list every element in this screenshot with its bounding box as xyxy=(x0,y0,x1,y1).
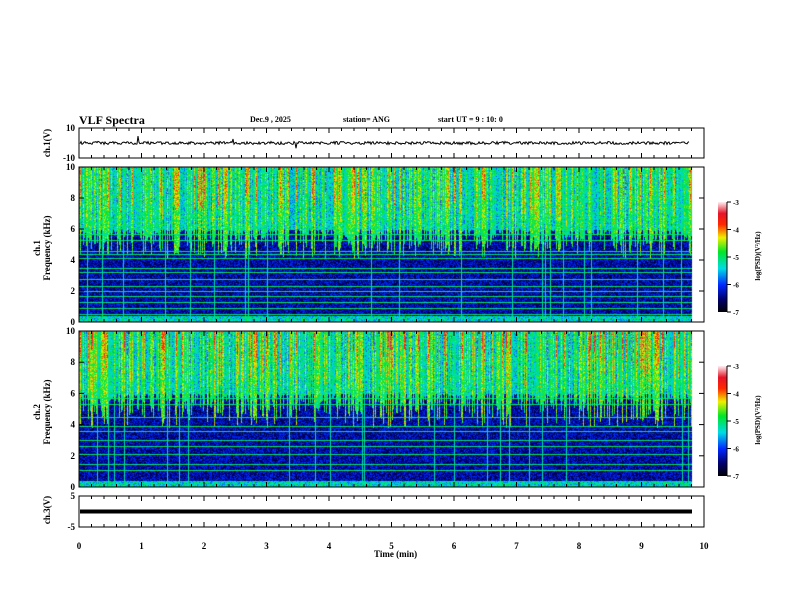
y-tick-label: 10 xyxy=(66,123,76,133)
x-axis-label: Time (min) xyxy=(374,549,418,559)
colorbar-tick-label: -4 xyxy=(733,227,739,235)
ch2-spectrogram-image xyxy=(79,331,704,487)
colorbar-tick-label: -3 xyxy=(733,199,739,207)
x-tick-label: 4 xyxy=(327,541,332,551)
panel-frame-2 xyxy=(78,330,705,488)
station-label: station= ANG xyxy=(343,115,391,124)
y-tick-label: 10 xyxy=(66,326,76,336)
x-tick-label: 7 xyxy=(514,541,519,551)
colorbar-tick-label: -6 xyxy=(733,282,739,290)
colorbar-tick-label: -6 xyxy=(733,446,739,454)
colorbar-tick-label: -7 xyxy=(733,473,739,481)
y-tick-label: 0 xyxy=(71,317,76,327)
x-tick-label: 5 xyxy=(389,541,394,551)
y-tick-label: 2 xyxy=(71,286,76,296)
panel-frame-1 xyxy=(78,166,705,323)
ch1-colorbar-label: log(PSD)(V²/Hz) xyxy=(754,231,762,281)
x-tick-label: 1 xyxy=(139,541,144,551)
y-tick-label: 4 xyxy=(71,420,76,430)
y-tick-label: 5 xyxy=(71,491,76,501)
date-label: Dec.9 , 2025 xyxy=(250,115,291,124)
ch1-freq-ylabel: ch.1 Frequency (kHz) xyxy=(32,203,52,293)
y-tick-label: 6 xyxy=(71,224,76,234)
y-tick-label: 8 xyxy=(71,193,76,203)
ch1-colorbar xyxy=(718,202,727,312)
y-tick-label: 6 xyxy=(71,388,76,398)
figure-title: VLF Spectra xyxy=(79,113,145,127)
x-tick-label: 9 xyxy=(639,541,644,551)
colorbar-tick-label: -7 xyxy=(733,309,739,317)
x-tick-label: 6 xyxy=(452,541,457,551)
x-tick-label: 10 xyxy=(700,541,710,551)
ch1-spectrogram-image xyxy=(79,167,704,322)
x-tick-label: 3 xyxy=(264,541,269,551)
colorbar-tick-label: -5 xyxy=(733,418,739,426)
y-tick-label: 0 xyxy=(71,482,76,492)
y-tick-label: 10 xyxy=(66,162,76,172)
x-tick-label: 8 xyxy=(577,541,582,551)
y-tick-label: 2 xyxy=(71,451,76,461)
colorbar-tick-label: -5 xyxy=(733,254,739,262)
colorbar-tick-label: -4 xyxy=(733,391,739,399)
y-tick-label: -10 xyxy=(63,153,75,163)
colorbar-tick-label: -3 xyxy=(733,363,739,371)
x-tick-label: 2 xyxy=(202,541,207,551)
y-tick-label: 4 xyxy=(71,255,76,265)
ch1-freq-label: Frequency (kHz) xyxy=(42,215,52,281)
ch1-waveform-line xyxy=(79,136,690,149)
y-tick-label: -5 xyxy=(68,522,76,532)
ch3-waveform-line xyxy=(80,509,692,514)
ch1-ylabel-top: ch.1 xyxy=(32,240,42,256)
ch2-ylabel-top: ch.2 xyxy=(32,404,42,420)
ch2-colorbar xyxy=(718,366,727,476)
y-tick-label: 8 xyxy=(71,357,76,367)
ch2-freq-ylabel: ch.2 Frequency (kHz) xyxy=(32,367,52,457)
ch1-ylabel: ch.1(V) xyxy=(42,128,52,158)
x-tick-label: 0 xyxy=(77,541,82,551)
ch2-colorbar-label: log(PSD)(V²/Hz) xyxy=(754,395,762,445)
start-time-label: start UT = 9 : 10: 0 xyxy=(438,115,503,124)
ch2-freq-label: Frequency (kHz) xyxy=(42,379,52,445)
ch3-ylabel: ch.3(V) xyxy=(42,495,52,525)
